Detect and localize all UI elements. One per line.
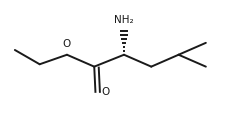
- Text: O: O: [63, 39, 71, 49]
- Text: NH₂: NH₂: [114, 15, 134, 25]
- Text: O: O: [101, 87, 109, 97]
